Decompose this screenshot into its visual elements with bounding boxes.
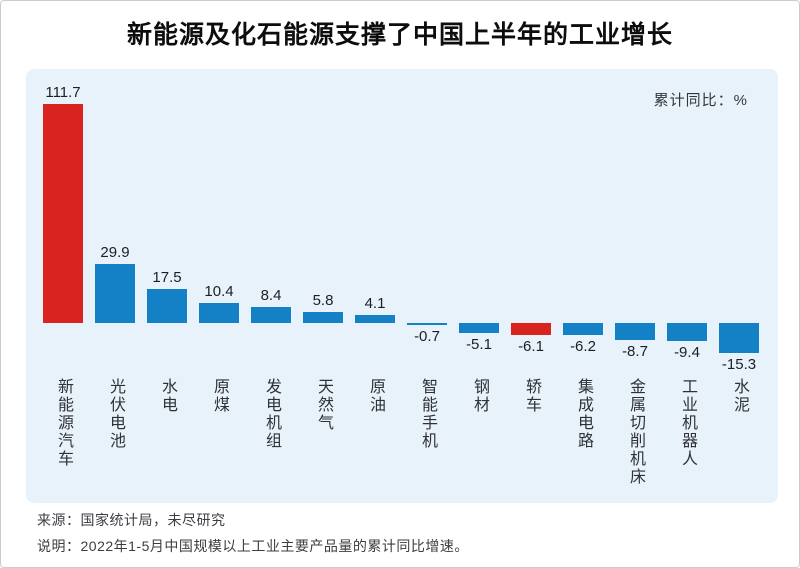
bar-value-label: -0.7 — [414, 328, 440, 345]
chart-title: 新能源及化石能源支撑了中国上半年的工业增长 — [126, 21, 673, 49]
unit-label: 累计同比：% — [653, 92, 748, 109]
bar-value-label: 4.1 — [364, 294, 386, 312]
bar-value-label: 8.4 — [260, 286, 282, 304]
bar — [511, 323, 551, 335]
bar — [147, 288, 187, 323]
bar-category-label: 钢材 — [471, 378, 488, 414]
bar — [459, 323, 499, 333]
bar — [251, 306, 291, 323]
bar-category-label: 工业机器人 — [679, 378, 696, 468]
bar-value-label: -9.4 — [674, 344, 700, 362]
bar-value-label: -5.1 — [466, 335, 492, 353]
chart-panel: 累计同比：% 111.7 新能源汽车 29.9 光伏电池 17.5 水电 10.4 原煤 8.4… — [26, 69, 778, 503]
bar-category-label: 新能源汽车 — [55, 378, 72, 468]
bar — [667, 323, 707, 342]
bar-category-label: 集成电路 — [575, 378, 592, 450]
bar-category-label: 发电机组 — [263, 378, 280, 450]
source-text: 来源：国家统计局，未尽研究 — [37, 512, 226, 528]
bar-value-label: -15.3 — [721, 355, 757, 373]
bar — [199, 302, 239, 323]
bar-category-label: 金属切削机床 — [627, 378, 644, 486]
bar-value-label: 29.9 — [100, 244, 130, 262]
bar-category-label: 水泥 — [731, 378, 748, 414]
bar-value-label: 10.4 — [204, 282, 234, 300]
bar — [355, 314, 395, 323]
bar-category-label: 水电 — [159, 378, 176, 414]
bar — [95, 264, 135, 323]
bar — [615, 323, 655, 341]
bar-value-label: -6.2 — [570, 338, 596, 356]
bar — [407, 323, 447, 325]
bar-category-label: 天然气 — [315, 378, 332, 432]
bar-category-label: 原煤 — [211, 378, 228, 414]
bar-value-label: -6.1 — [518, 337, 544, 355]
bar-category-label: 原油 — [367, 378, 384, 414]
bar-value-label: 17.5 — [152, 268, 182, 286]
bar-category-label: 轿车 — [523, 378, 540, 414]
bar-value-label: -8.7 — [622, 343, 648, 361]
bar-value-label: 5.8 — [312, 291, 334, 309]
note-text: 说明：2022年1-5月中国规模以上工业主要产品量的累计同比增速。 — [37, 538, 469, 554]
bar — [563, 323, 603, 336]
bar — [719, 323, 759, 353]
bar — [303, 311, 343, 323]
bar — [43, 104, 83, 323]
bar-chart: 111.7 新能源汽车 29.9 光伏电池 17.5 水电 10.4 原煤 8.4 发电机组 5.8… — [26, 69, 778, 503]
bar-category-label: 智能手机 — [419, 378, 436, 450]
bar-value-label: 111.7 — [45, 84, 81, 102]
bar-category-label: 光伏电池 — [107, 378, 124, 450]
